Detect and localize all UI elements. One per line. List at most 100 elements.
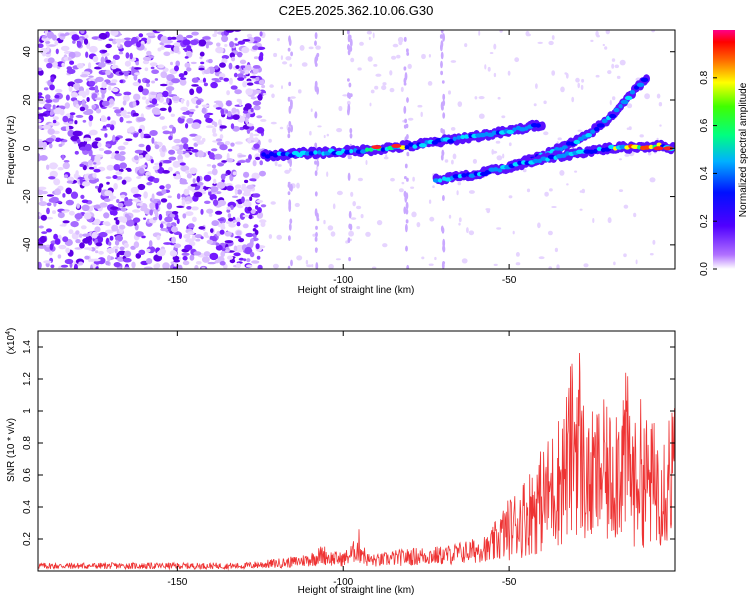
snr-scale-label: (x104): [5, 328, 17, 355]
noise-speckle: [389, 87, 395, 93]
noise-streak: [405, 223, 408, 233]
noise-speckle: [126, 168, 132, 172]
noise-speckle: [172, 126, 176, 134]
noise-speckle: [105, 143, 111, 148]
noise-streak: [287, 126, 291, 134]
noise-speckle: [39, 235, 47, 243]
noise-speckle: [57, 254, 62, 259]
noise-speckle: [65, 125, 70, 132]
noise-speckle: [450, 60, 457, 63]
noise-speckle: [583, 263, 589, 268]
noise-speckle: [196, 175, 201, 183]
noise-speckle: [183, 143, 189, 150]
noise-speckle: [251, 172, 260, 180]
noise-speckle: [432, 185, 435, 188]
noise-speckle: [162, 262, 170, 269]
noise-speckle: [75, 114, 84, 118]
noise-speckle: [79, 163, 85, 167]
noise-speckle: [252, 89, 262, 94]
noise-speckle: [224, 44, 228, 47]
noise-speckle: [282, 61, 288, 65]
noise-speckle: [113, 164, 121, 171]
noise-speckle: [190, 39, 199, 46]
noise-speckle: [221, 58, 228, 64]
noise-streak: [442, 33, 445, 42]
noise-speckle: [38, 67, 43, 72]
noise-speckle: [211, 220, 219, 227]
noise-speckle: [368, 36, 371, 41]
trace-core: [532, 158, 539, 164]
noise-speckle: [173, 45, 180, 54]
noise-speckle: [102, 221, 107, 225]
trace-core: [506, 129, 515, 135]
noise-speckle: [526, 188, 531, 193]
noise-speckle: [647, 152, 652, 156]
noise-streak: [314, 40, 317, 46]
noise-speckle: [49, 170, 58, 178]
noise-speckle: [80, 30, 85, 34]
noise-speckle: [116, 199, 120, 203]
noise-speckle: [227, 213, 232, 218]
noise-speckle: [82, 119, 87, 123]
noise-streak: [347, 49, 351, 56]
noise-speckle: [170, 61, 173, 66]
noise-speckle: [551, 35, 555, 40]
noise-speckle: [166, 97, 170, 104]
noise-speckle: [111, 87, 119, 93]
noise-speckle: [252, 67, 259, 75]
noise-speckle: [122, 94, 130, 102]
trace-core: [418, 143, 427, 148]
noise-speckle: [122, 100, 127, 106]
noise-speckle: [157, 64, 165, 69]
noise-speckle: [79, 242, 85, 249]
noise-speckle: [122, 71, 130, 74]
noise-speckle: [365, 231, 371, 237]
noise-speckle: [76, 138, 81, 144]
noise-speckle: [169, 250, 178, 257]
noise-speckle: [487, 66, 491, 72]
noise-speckle: [607, 70, 612, 75]
spectrogram-image: [38, 30, 675, 269]
noise-speckle: [163, 51, 171, 57]
noise-speckle: [619, 158, 622, 161]
noise-speckle: [41, 231, 48, 235]
noise-speckle: [145, 98, 150, 105]
noise-speckle: [138, 143, 145, 148]
noise-speckle: [54, 238, 61, 245]
noise-speckle: [491, 150, 498, 154]
noise-speckle: [151, 137, 155, 144]
noise-speckle: [381, 85, 387, 91]
snr-line-area: [38, 352, 675, 571]
noise-speckle: [602, 43, 605, 47]
noise-streak: [403, 105, 407, 114]
noise-streak: [442, 99, 446, 107]
noise-speckle: [198, 226, 206, 230]
noise-speckle: [228, 62, 233, 70]
noise-speckle: [117, 145, 126, 151]
noise-speckle: [52, 119, 57, 124]
noise-speckle: [231, 107, 237, 114]
noise-speckle: [211, 164, 217, 169]
noise-speckle: [208, 152, 215, 160]
noise-speckle: [658, 102, 663, 107]
noise-speckle: [146, 182, 153, 186]
noise-speckle: [232, 125, 240, 132]
noise-speckle: [149, 202, 156, 210]
noise-speckle: [350, 191, 354, 197]
noise-speckle: [81, 204, 90, 212]
noise-speckle: [133, 93, 141, 101]
trace-core: [648, 144, 654, 150]
noise-speckle: [250, 209, 256, 215]
noise-speckle: [240, 70, 246, 75]
noise-speckle: [244, 69, 250, 75]
noise-streak: [440, 60, 443, 69]
noise-speckle: [124, 266, 130, 269]
noise-speckle: [231, 195, 239, 198]
noise-streak: [290, 124, 293, 133]
noise-speckle: [120, 194, 126, 199]
noise-speckle: [554, 247, 559, 253]
noise-speckle: [84, 255, 90, 260]
noise-streak: [316, 86, 319, 95]
noise-speckle: [537, 41, 543, 45]
noise-speckle: [178, 264, 183, 269]
